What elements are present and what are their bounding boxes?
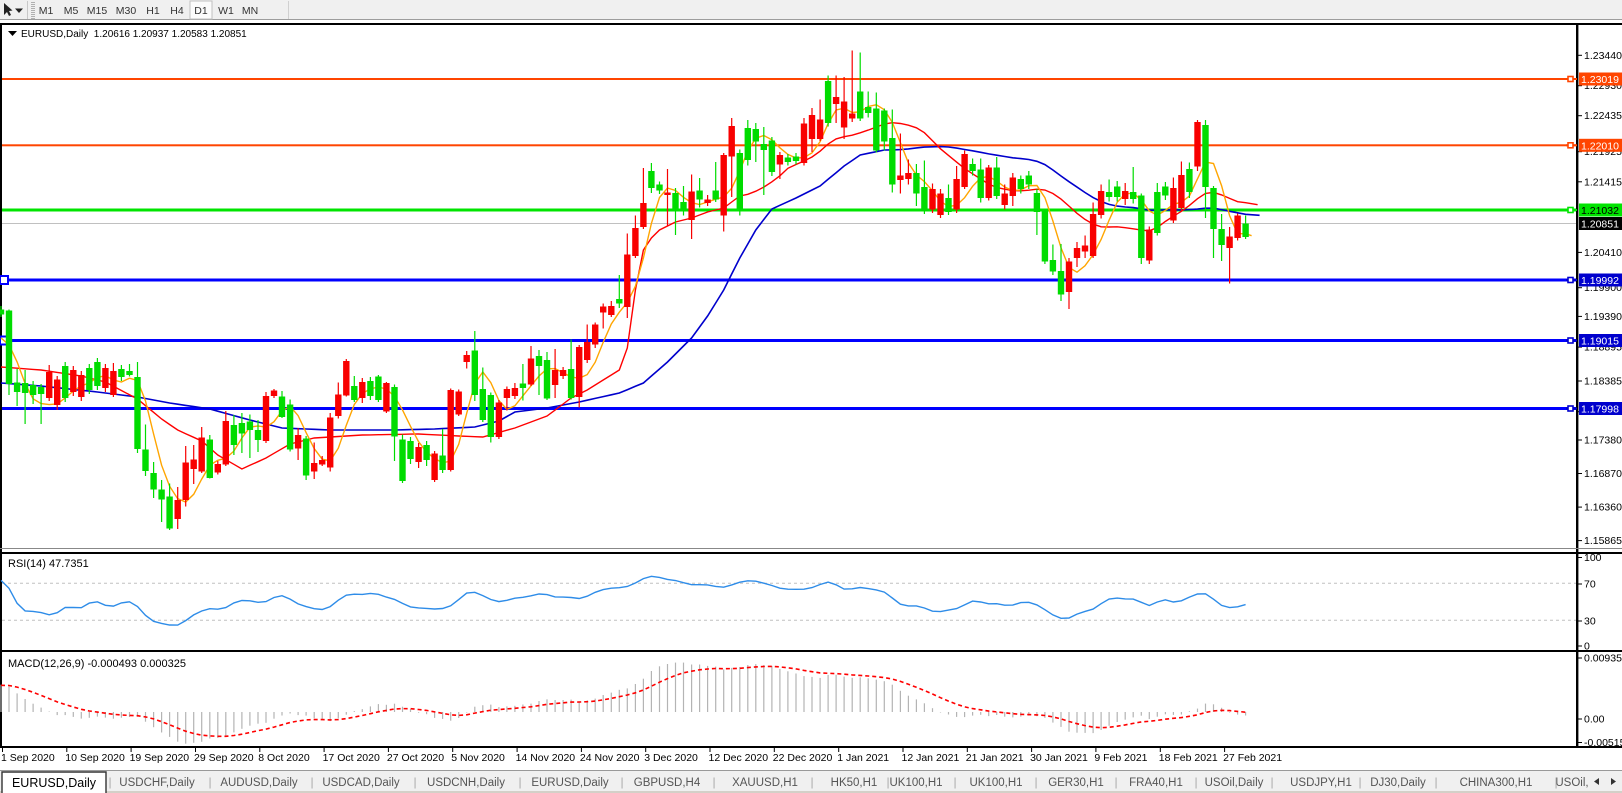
svg-text:AUDUSD,Daily: AUDUSD,Daily xyxy=(220,777,298,789)
svg-text:EURUSD,Daily 1.20616 1.20937: EURUSD,Daily 1.20616 1.20937 1.20583 1.2… xyxy=(21,29,247,40)
svg-text:CHINA300,H1: CHINA300,H1 xyxy=(1460,777,1533,789)
svg-text:24 Nov 2020: 24 Nov 2020 xyxy=(580,752,640,764)
svg-text:1.19015: 1.19015 xyxy=(1581,336,1619,348)
svg-text:HK50,H1: HK50,H1 xyxy=(831,777,878,789)
svg-text:1.17380: 1.17380 xyxy=(1584,435,1622,447)
svg-text:|: | xyxy=(518,775,521,789)
svg-text:|: | xyxy=(1434,775,1437,789)
svg-text:1.18385: 1.18385 xyxy=(1584,376,1622,388)
svg-text:1.16870: 1.16870 xyxy=(1584,468,1622,480)
svg-text:1.21032: 1.21032 xyxy=(1581,205,1619,217)
svg-text:9 Feb 2021: 9 Feb 2021 xyxy=(1094,752,1147,764)
svg-text:USDCHF,Daily: USDCHF,Daily xyxy=(119,777,195,789)
svg-text:1.16360: 1.16360 xyxy=(1584,502,1622,514)
svg-text:1.17998: 1.17998 xyxy=(1581,404,1619,416)
svg-text:|: | xyxy=(1034,775,1037,789)
svg-text:|: | xyxy=(208,775,211,789)
svg-text:27 Oct 2020: 27 Oct 2020 xyxy=(387,752,444,764)
svg-text:1.22010: 1.22010 xyxy=(1581,140,1619,152)
svg-text:USDCAD,Daily: USDCAD,Daily xyxy=(322,777,400,789)
svg-text:21 Jan 2021: 21 Jan 2021 xyxy=(966,752,1024,764)
svg-text:H1: H1 xyxy=(146,5,160,17)
svg-text:27 Feb 2021: 27 Feb 2021 xyxy=(1223,752,1282,764)
svg-text:17 Oct 2020: 17 Oct 2020 xyxy=(323,752,380,764)
svg-text:EURUSD,Daily: EURUSD,Daily xyxy=(12,776,97,790)
svg-text:100: 100 xyxy=(1584,552,1602,564)
svg-text:UK100,H1: UK100,H1 xyxy=(889,777,942,789)
svg-text:USDCNH,Daily: USDCNH,Daily xyxy=(427,777,505,789)
svg-text:1.23440: 1.23440 xyxy=(1584,50,1622,62)
svg-text:1.20410: 1.20410 xyxy=(1584,247,1622,259)
svg-text:1.23019: 1.23019 xyxy=(1581,74,1619,86)
svg-text:0.00: 0.00 xyxy=(1584,714,1605,726)
svg-text:1.21415: 1.21415 xyxy=(1584,176,1622,188)
svg-text:|: | xyxy=(886,775,889,789)
svg-text:1 Sep 2020: 1 Sep 2020 xyxy=(1,752,55,764)
svg-text:USOil,Daily: USOil,Daily xyxy=(1205,777,1264,789)
svg-text:|: | xyxy=(1114,775,1117,789)
svg-text:|: | xyxy=(620,775,623,789)
svg-text:8 Oct 2020: 8 Oct 2020 xyxy=(258,752,310,764)
svg-text:USDJPY,H1: USDJPY,H1 xyxy=(1290,777,1352,789)
svg-text:XAUUSD,H1: XAUUSD,H1 xyxy=(732,777,798,789)
svg-text:29 Sep 2020: 29 Sep 2020 xyxy=(194,752,254,764)
svg-text:14 Nov 2020: 14 Nov 2020 xyxy=(516,752,576,764)
svg-text:1.20851: 1.20851 xyxy=(1581,219,1619,231)
svg-text:|: | xyxy=(108,775,111,789)
svg-text:1 Jan 2021: 1 Jan 2021 xyxy=(837,752,889,764)
svg-text:RSI(14) 47.7351: RSI(14) 47.7351 xyxy=(8,558,89,570)
svg-text:12 Dec 2020: 12 Dec 2020 xyxy=(709,752,769,764)
svg-text:30 Jan 2021: 30 Jan 2021 xyxy=(1030,752,1088,764)
svg-text:GER30,H1: GER30,H1 xyxy=(1048,777,1104,789)
svg-text:DJ30,Daily: DJ30,Daily xyxy=(1370,777,1426,789)
svg-text:|: | xyxy=(810,775,813,789)
svg-text:D1: D1 xyxy=(194,5,208,17)
svg-text:1.22435: 1.22435 xyxy=(1584,110,1622,122)
svg-text:|: | xyxy=(413,775,416,789)
svg-text:M30: M30 xyxy=(116,5,137,17)
svg-text:UK100,H1: UK100,H1 xyxy=(969,777,1022,789)
svg-text:0.009354: 0.009354 xyxy=(1584,653,1622,665)
svg-text:W1: W1 xyxy=(218,5,234,17)
svg-text:19 Sep 2020: 19 Sep 2020 xyxy=(130,752,190,764)
svg-text:18 Feb 2021: 18 Feb 2021 xyxy=(1159,752,1218,764)
svg-text:|: | xyxy=(1554,775,1557,789)
svg-text:USOil,: USOil, xyxy=(1555,777,1588,789)
svg-text:1.15865: 1.15865 xyxy=(1584,535,1622,547)
svg-text:0: 0 xyxy=(1584,641,1590,653)
svg-text:5 Nov 2020: 5 Nov 2020 xyxy=(451,752,505,764)
svg-text:12 Jan 2021: 12 Jan 2021 xyxy=(902,752,960,764)
svg-text:10 Sep 2020: 10 Sep 2020 xyxy=(65,752,125,764)
svg-text:M15: M15 xyxy=(87,5,108,17)
svg-text:FRA40,H1: FRA40,H1 xyxy=(1129,777,1183,789)
svg-text:H4: H4 xyxy=(170,5,184,17)
svg-text:|: | xyxy=(310,775,313,789)
svg-text:70: 70 xyxy=(1584,579,1596,591)
svg-text:|: | xyxy=(953,775,956,789)
svg-text:M5: M5 xyxy=(64,5,79,17)
svg-text:|: | xyxy=(1270,775,1273,789)
svg-text:1.19992: 1.19992 xyxy=(1581,275,1619,287)
svg-text:|: | xyxy=(1194,775,1197,789)
svg-text:M1: M1 xyxy=(39,5,54,17)
svg-text:MACD(12,26,9) -0.000493 0.0003: MACD(12,26,9) -0.000493 0.000325 xyxy=(8,658,186,670)
svg-text:|: | xyxy=(712,775,715,789)
svg-text:3 Dec 2020: 3 Dec 2020 xyxy=(644,752,698,764)
svg-text:GBPUSD,H4: GBPUSD,H4 xyxy=(634,777,701,789)
svg-text:EURUSD,Daily: EURUSD,Daily xyxy=(531,777,609,789)
svg-text:|: | xyxy=(1358,775,1361,789)
svg-text:30: 30 xyxy=(1584,616,1596,628)
svg-text:22 Dec 2020: 22 Dec 2020 xyxy=(773,752,833,764)
svg-text:MN: MN xyxy=(242,5,258,17)
svg-text:1.19390: 1.19390 xyxy=(1584,311,1622,323)
